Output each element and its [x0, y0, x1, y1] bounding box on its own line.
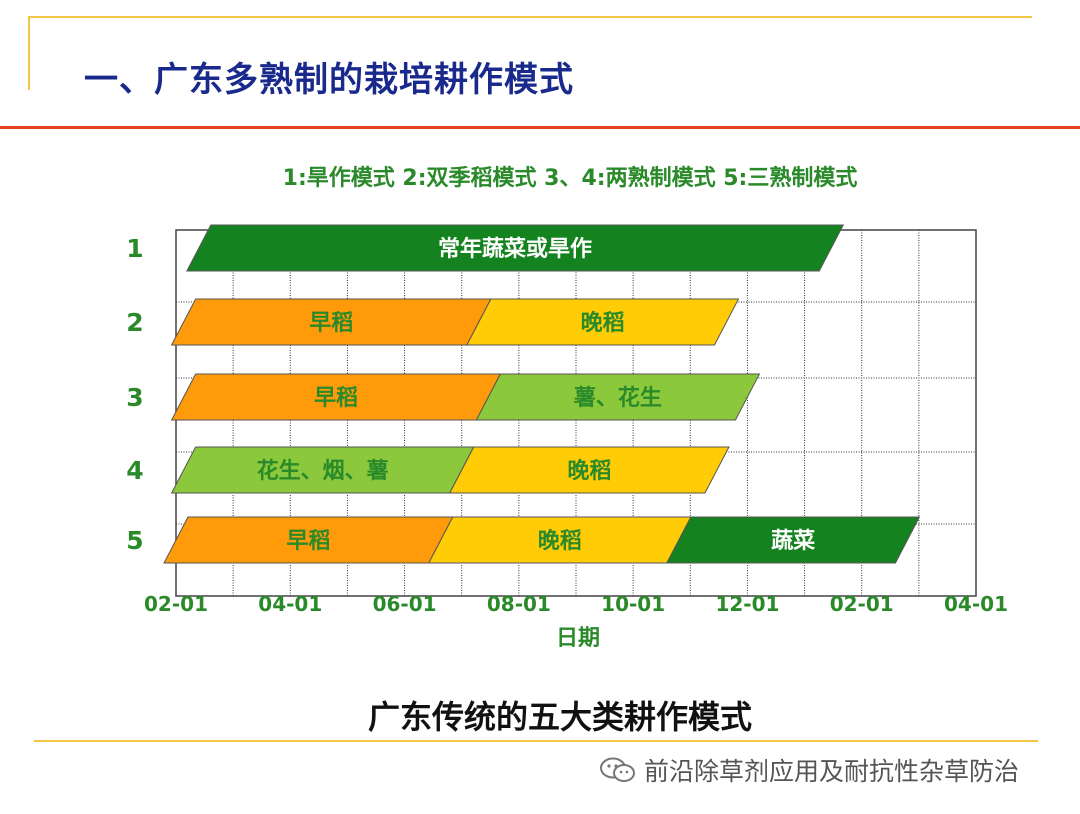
gantt-bar: [448, 446, 730, 494]
x-tick-label: 04-01: [258, 592, 322, 616]
y-tick-label: 4: [126, 456, 143, 485]
x-tick-label: 06-01: [373, 592, 437, 616]
chart-caption: 广东传统的五大类耕作模式: [367, 698, 752, 736]
y-tick-label: 1: [126, 234, 143, 263]
x-tick-label: 04-01: [944, 592, 1008, 616]
slide-title: 一、广东多熟制的栽培耕作模式: [84, 60, 574, 100]
y-tick-label: 2: [126, 308, 143, 337]
gantt-bar-label: 早稻: [309, 311, 353, 336]
top-decor-bracket: [28, 16, 30, 90]
watermark-text: 前沿除草剂应用及耐抗性杂草防治: [644, 757, 1020, 786]
bottom-decor-line: [34, 740, 1038, 742]
gantt-bar-label: 常年蔬菜或旱作: [438, 236, 592, 262]
y-tick-label: 5: [126, 526, 143, 555]
gantt-bar-label: 早稻: [314, 386, 358, 411]
x-tick-label: 02-01: [830, 592, 894, 616]
x-tick-label: 12-01: [715, 592, 779, 616]
gantt-bar: [475, 373, 761, 421]
gantt-bar: [186, 224, 845, 272]
x-tick-label: 10-01: [601, 592, 665, 616]
watermark: 前沿除草剂应用及耐抗性杂草防治: [598, 752, 1019, 788]
x-tick-label: 08-01: [487, 592, 551, 616]
y-tick-label: 3: [126, 383, 143, 412]
chart-legend: 1:旱作模式 2:双季稻模式 3、4:两熟制模式 5:三熟制模式: [282, 166, 858, 191]
x-axis-labels: 02-01 04-01 06-01 08-01 10-01 12-01 02-01 04-01: [144, 592, 1008, 616]
wechat-icon: [600, 757, 635, 782]
gantt-bar-label: 晚稻: [538, 529, 582, 554]
gantt-bar-label: 薯、花生: [573, 385, 662, 411]
gantt-bar-label: 花生、烟、薯: [257, 458, 389, 484]
x-axis-title: 日期: [556, 626, 600, 651]
title-divider: [0, 126, 1080, 129]
gantt-bar: [666, 516, 921, 564]
gantt-bar-label: 晚稻: [567, 459, 611, 484]
y-axis-labels: 1 2 3 4 5: [126, 234, 143, 555]
x-tick-label: 02-01: [144, 592, 208, 616]
gantt-bar-label: 蔬菜: [771, 529, 815, 554]
gantt-bar-label: 晚稻: [581, 311, 625, 336]
top-decor-line: [28, 16, 1032, 18]
gantt-bar: [466, 298, 740, 346]
gantt-bar-label: 早稻: [286, 529, 330, 554]
